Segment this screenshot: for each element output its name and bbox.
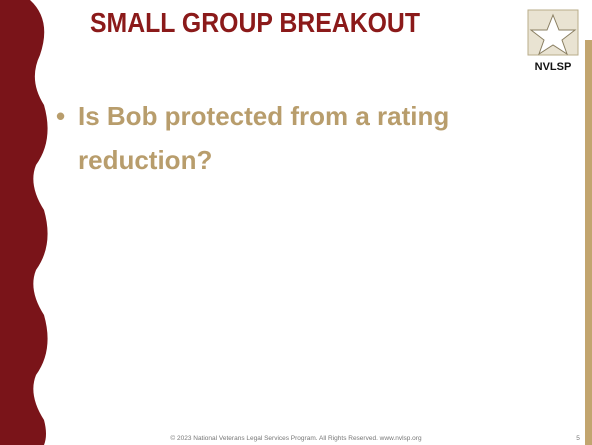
slide-title: SMALL GROUP BREAKOUT [90,7,420,38]
logo-text: NVLSP [535,61,572,73]
wavy-border [0,0,48,445]
right-bar [585,40,592,445]
footer: © 2023 National Veterans Legal Services … [170,434,422,442]
page-number: 5 [576,435,580,442]
logo: NVLSP [527,9,579,73]
bullet: Is Bob protected from a rating reduction… [56,94,526,182]
bullet-list: Is Bob protected from a rating reduction… [56,94,526,182]
